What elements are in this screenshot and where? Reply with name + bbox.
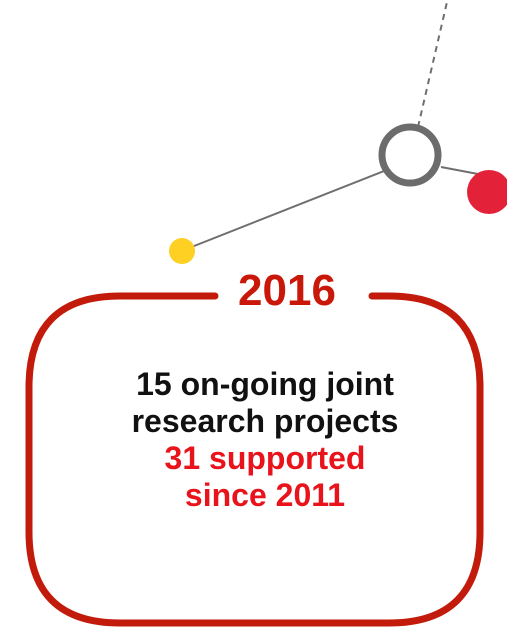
milestone-line: research projects bbox=[131, 403, 399, 439]
red-dot bbox=[467, 170, 507, 214]
hollow-node bbox=[378, 123, 442, 187]
milestone-description: 15 on-going joint research projects 31 s… bbox=[40, 366, 490, 514]
milestone-frame bbox=[25, 292, 484, 627]
solid-connector-right bbox=[440, 166, 479, 175]
milestone-line-highlight: 31 supported bbox=[164, 440, 366, 476]
milestone-line-highlight: since 2011 bbox=[184, 477, 346, 513]
dashed-connector bbox=[417, 1, 448, 128]
milestone-line: 15 on-going joint bbox=[136, 366, 394, 402]
milestone-year: 2016 bbox=[238, 266, 336, 315]
solid-connector bbox=[183, 170, 385, 251]
yellow-dot bbox=[169, 238, 195, 264]
